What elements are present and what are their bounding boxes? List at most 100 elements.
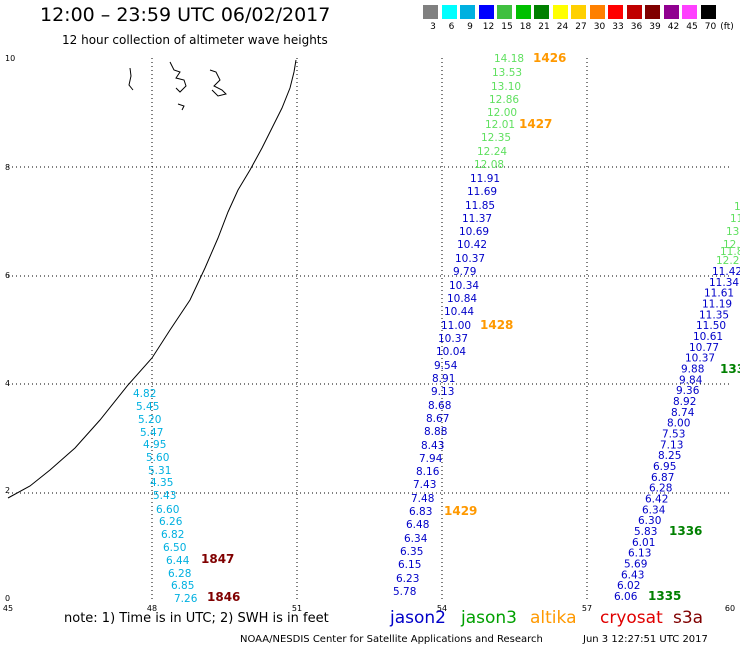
wave-height-value: 8.00 — [667, 418, 690, 430]
wave-height-value: 6.35 — [400, 546, 423, 558]
wave-height-value: 6.43 — [621, 569, 644, 581]
time-label: 1846 — [207, 590, 240, 604]
legend-swatch — [552, 5, 568, 19]
wave-height-value: 10.04 — [436, 346, 466, 358]
wave-height-value: 6.06 — [614, 591, 638, 603]
page-subtitle: 12 hour collection of altimeter wave hei… — [62, 33, 328, 47]
wave-height-value: 13.53 — [492, 67, 522, 79]
legend-swatch — [682, 5, 697, 19]
legend-swatch — [441, 5, 457, 19]
wave-height-value: 9.54 — [434, 360, 458, 372]
wave-height-value: 8.88 — [424, 426, 447, 438]
legend-label: 18 — [519, 22, 532, 32]
wave-height-value: 9.88 — [681, 364, 704, 376]
legend-unit: (ft) — [720, 22, 734, 32]
timestamp-text: Jun 3 12:27:51 UTC 2017 — [583, 634, 708, 645]
time-label: 1428 — [480, 318, 513, 332]
satellite-label: cryosat — [600, 608, 663, 628]
wave-height-value: 5.31 — [148, 465, 171, 477]
y-tick-label: 2 — [5, 486, 10, 495]
x-tick-label: 45 — [3, 604, 13, 613]
legend-label: 9 — [467, 22, 473, 32]
wave-height-value: 12.24 — [477, 146, 507, 158]
wave-height-value: 8.43 — [421, 440, 444, 452]
legend-label: 6 — [448, 22, 455, 32]
wave-height-value: 11.42 — [712, 266, 740, 278]
wave-height-value: 5.45 — [136, 401, 159, 413]
wave-height-value: 11.69 — [467, 186, 497, 198]
satellite-label: s3a — [673, 608, 704, 628]
y-tick-labels: 0 2 4 6 8 10 — [5, 54, 15, 603]
wave-height-value: 6.15 — [398, 559, 421, 571]
wave-height-value: 7.53 — [662, 429, 685, 441]
legend-swatch — [571, 5, 586, 19]
wave-height-value: 10.34 — [449, 280, 479, 292]
legend-label: 45 — [686, 22, 698, 32]
wave-height-value: 6.48 — [406, 519, 429, 531]
wave-height-value: 13. — [726, 226, 740, 238]
legend-swatch — [423, 5, 438, 19]
y-tick-label: 4 — [5, 379, 10, 388]
wave-height-value: 5.43 — [153, 490, 176, 502]
altimeter-tracks: 4.825.455.205.474.955.605.314.355.43 6.60… — [133, 53, 740, 605]
wave-height-value: 11.19 — [702, 299, 732, 311]
wave-height-value: 5.60 — [146, 452, 169, 464]
wave-height-value: 8.16 — [416, 466, 440, 478]
legend-label: 36 — [630, 22, 643, 32]
island-2 — [169, 61, 187, 93]
wave-height-value: 4.82 — [133, 388, 156, 400]
wave-height-value: 11.91 — [470, 173, 500, 185]
island-1 — [128, 67, 134, 91]
wave-height-value: 5.20 — [138, 414, 161, 426]
time-label: 1429 — [444, 504, 477, 518]
wave-height-value: 10.44 — [444, 306, 474, 318]
y-tick-label: 0 — [5, 594, 10, 603]
time-label: 1426 — [533, 51, 566, 65]
wave-height-value: 6.87 — [651, 472, 674, 484]
legend-label: 15 — [501, 22, 513, 32]
wave-height-value: 10.37 — [438, 333, 468, 345]
wave-height-value: 12.86 — [489, 94, 519, 106]
wave-height-value: 7.94 — [419, 453, 443, 465]
legend-label: 30 — [593, 22, 606, 32]
wave-height-value: 11.35 — [699, 309, 729, 321]
wave-height-value: 10.61 — [693, 331, 723, 343]
wave-height-value: 11 — [730, 213, 740, 225]
wave-height-value: 11.50 — [696, 320, 726, 332]
wave-height-value: 9.36 — [676, 385, 700, 397]
wave-height-value: 12.08 — [474, 159, 504, 171]
wave-height-value: 12.01 — [485, 119, 515, 131]
wave-height-value: 5.47 — [140, 427, 163, 439]
wave-height-value: 1. — [734, 201, 740, 213]
wave-height-value: 11.34 — [709, 277, 739, 289]
wave-height-value: 10.37 — [455, 253, 485, 265]
legend-swatch — [663, 5, 679, 19]
y-tick-label: 8 — [5, 163, 10, 172]
y-tick-label: 6 — [5, 271, 10, 280]
wave-height-value: 6.82 — [161, 529, 184, 541]
wave-height-value: 6.95 — [653, 461, 676, 473]
x-tick-label: 60 — [725, 604, 735, 613]
legend-swatch — [478, 5, 494, 19]
wave-height-value: 4.95 — [143, 439, 166, 451]
wave-height-value: 6.34 — [642, 504, 666, 516]
legend-swatch — [608, 5, 623, 19]
legend-label: 33 — [612, 22, 624, 32]
wave-height-value: 6.02 — [617, 580, 640, 592]
x-tick-labels: 45 48 51 54 57 60 — [3, 604, 735, 613]
wave-height-value: 10.42 — [457, 239, 487, 251]
wave-height-value: 4.35 — [150, 477, 173, 489]
legend-label: 3 — [430, 22, 436, 32]
legend-label: 21 — [538, 22, 550, 32]
wave-height-value: 10.84 — [447, 293, 477, 305]
satellite-label: jason3 — [461, 608, 517, 628]
wave-height-value: 7.26 — [174, 593, 198, 605]
wave-height-value: 12. — [723, 239, 740, 251]
wave-height-value: 5.69 — [624, 559, 647, 571]
wave-height-value: 12.35 — [481, 132, 511, 144]
wave-height-value: 6.60 — [156, 504, 179, 516]
wave-height-value: 6.44 — [166, 555, 190, 567]
time-label: 1427 — [519, 117, 552, 131]
time-label: 1335 — [648, 589, 681, 603]
